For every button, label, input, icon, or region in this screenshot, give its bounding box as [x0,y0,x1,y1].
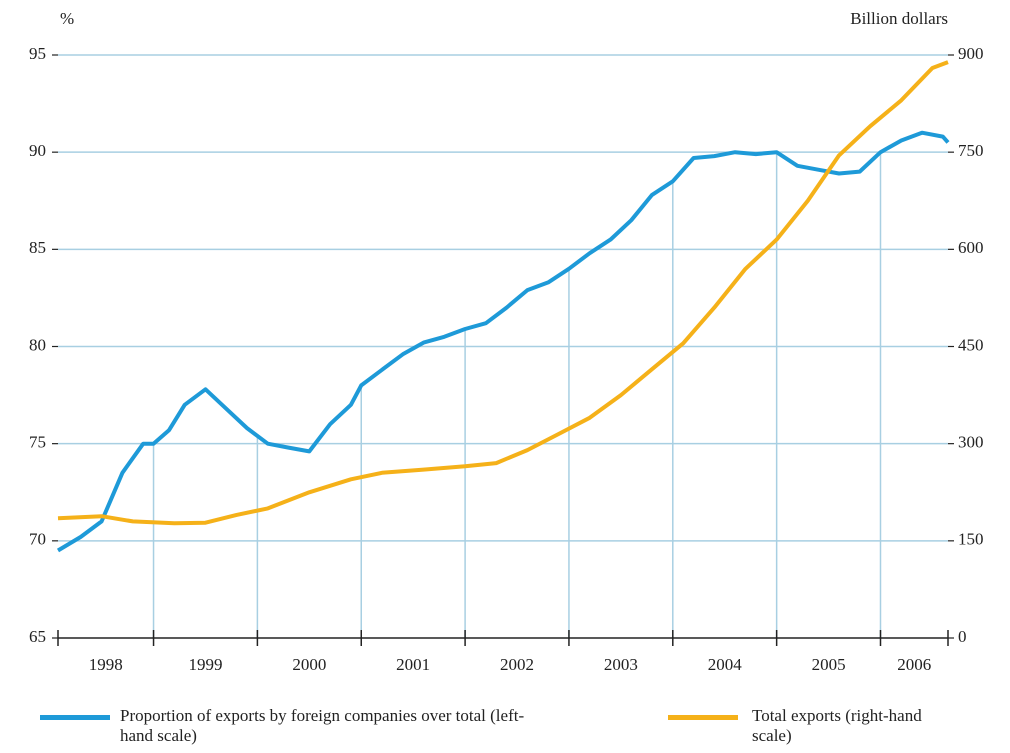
legend-swatch [40,715,110,720]
legend-label: Proportion of exports by foreign compani… [120,706,525,745]
y-tick-label: 65 [29,627,46,646]
x-tick-label: 2005 [812,655,846,674]
y-tick-label: 80 [29,335,46,354]
y2-tick-label: 750 [958,141,984,160]
x-tick-label: 2006 [897,655,931,674]
y2-axis-label: Billion dollars [850,9,948,28]
x-tick-label: 2002 [500,655,534,674]
y-tick-label: 75 [29,433,46,452]
x-tick-label: 2003 [604,655,638,674]
y2-tick-label: 0 [958,627,967,646]
series-line [57,60,949,526]
legend-label: Total exports (right-hand scale) [752,706,922,745]
x-tick-label: 1998 [89,655,123,674]
chart: % Billion dollars 65 70 75 80 85 90 95 0 150 300 4… [29,9,984,674]
x-tick-label: 2004 [708,655,743,674]
y-tick-label: 85 [29,238,46,257]
x-tick-label: 2001 [396,655,430,674]
y-tick-label: 90 [29,141,46,160]
y2-tick-label: 450 [958,335,984,354]
y-axis-label: % [60,9,74,28]
legend-swatch [668,715,738,720]
y2-tick-label: 900 [958,44,984,63]
y2-tick-label: 600 [958,238,984,257]
y2-tick-label: 300 [958,433,984,452]
y2-tick-label: 150 [958,530,984,549]
x-tick-label: 1999 [188,655,222,674]
y-tick-label: 70 [29,530,46,549]
y-tick-label: 95 [29,44,46,63]
series-line [56,130,950,553]
x-tick-label: 2000 [292,655,326,674]
